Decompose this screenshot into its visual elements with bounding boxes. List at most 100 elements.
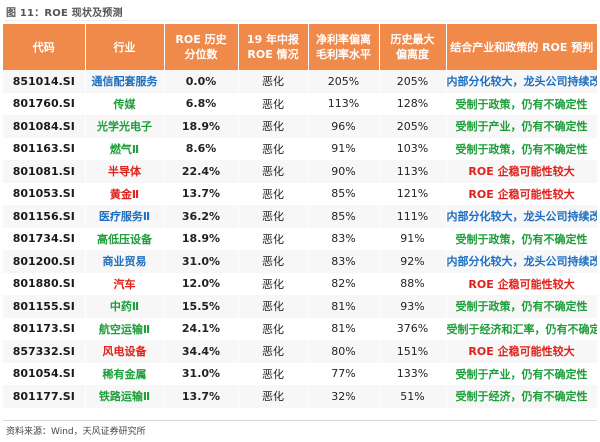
roe-percentile-cell: 8.6% [164,137,239,160]
roe-percentile-cell: 22.4% [164,160,239,183]
h1-roe-cell: 恶化 [238,295,309,318]
code-cell: 801173.SI [3,317,86,340]
header-h1-roe: 19 年中报 ROE 情况 [238,24,309,70]
code-cell: 801200.SI [3,250,86,273]
table-row: 801200.SI 商业贸易 31.0% 恶化 83% 92% 内部分化较大，龙头公司持续改… [3,250,598,273]
max-deviation-cell: 376% [379,317,447,340]
margin-ratio-cell: 77% [308,362,380,385]
roe-percentile-cell: 34.4% [164,340,239,363]
h1-roe-cell: 恶化 [238,250,309,273]
outlook-cell: 受制于政策，仍有不确定性 [446,137,598,160]
max-deviation-cell: 205% [379,115,447,138]
header-roe-percentile: ROE 历史 分位数 [164,24,239,70]
roe-percentile-cell: 24.1% [164,317,239,340]
industry-cell: 铁路运输Ⅱ [85,385,165,408]
table-row: 801734.SI 高低压设备 18.9% 恶化 83% 91% 受制于政策，仍有不确定性 [3,227,598,250]
outlook-cell: 受制于产业，仍有不确定性 [446,362,598,385]
header-h1-roe-line2: ROE 情况 [247,48,299,61]
outlook-cell: ROE 企稳可能性较大 [446,182,598,205]
table-row: 801084.SI 光学光电子 18.9% 恶化 96% 205% 受制于产业，仍有不确定性 [3,115,598,138]
outlook-cell: ROE 企稳可能性较大 [446,340,598,363]
code-cell: 801156.SI [3,205,86,228]
max-deviation-cell: 103% [379,137,447,160]
roe-percentile-cell: 18.9% [164,115,239,138]
h1-roe-cell: 恶化 [238,137,309,160]
industry-cell: 半导体 [85,160,165,183]
margin-ratio-cell: 32% [308,385,380,408]
code-cell: 857332.SI [3,340,86,363]
h1-roe-cell: 恶化 [238,362,309,385]
roe-percentile-cell: 31.0% [164,362,239,385]
figure-title: 图 11：ROE 现状及预测 [6,8,123,19]
table-row: 801156.SI 医疗服务Ⅱ 36.2% 恶化 85% 111% 内部分化较大，龙头公司持… [3,205,598,228]
code-cell: 801734.SI [3,227,86,250]
table-row: 801053.SI 黄金Ⅱ 13.7% 恶化 85% 121% ROE 企稳可能性较大 [3,182,598,205]
outlook-cell: 内部分化较大，龙头公司持续改善 [446,205,598,228]
table-row: 801155.SI 中药Ⅱ 15.5% 恶化 81% 93% 受制于政策，仍有不确定性 [3,295,598,318]
roe-percentile-cell: 18.9% [164,227,239,250]
outlook-cell: ROE 企稳可能性较大 [446,272,598,295]
outlook-cell: 受制于经济，仍有不确定性 [446,385,598,408]
h1-roe-cell: 恶化 [238,205,309,228]
margin-ratio-cell: 96% [308,115,380,138]
header-roe-percentile-line2: 分位数 [184,48,218,61]
max-deviation-cell: 133% [379,362,447,385]
roe-percentile-cell: 13.7% [164,385,239,408]
h1-roe-cell: 恶化 [238,272,309,295]
table-row: 801880.SI 汽车 12.0% 恶化 82% 88% ROE 企稳可能性较大 [3,272,598,295]
header-industry: 行业 [85,24,165,70]
outlook-cell: 内部分化较大，龙头公司持续改善 [446,70,598,93]
industry-cell: 稀有金属 [85,362,165,385]
header-margin-ratio-line1: 净利率偏离 [316,33,371,46]
max-deviation-cell: 88% [379,272,447,295]
code-cell: 801177.SI [3,385,86,408]
max-deviation-cell: 92% [379,250,447,273]
h1-roe-cell: 恶化 [238,385,309,408]
code-cell: 801054.SI [3,362,86,385]
industry-cell: 通信配套服务 [85,70,165,93]
max-deviation-cell: 111% [379,205,447,228]
source-divider [3,420,597,421]
outlook-cell: 受制于政策，仍有不确定性 [446,227,598,250]
code-cell: 801053.SI [3,182,86,205]
title-divider [4,20,596,21]
margin-ratio-cell: 90% [308,160,380,183]
outlook-cell: 受制于政策，仍有不确定性 [446,295,598,318]
margin-ratio-cell: 85% [308,205,380,228]
margin-ratio-cell: 205% [308,70,380,93]
industry-cell: 中药Ⅱ [85,295,165,318]
table-body: 851014.SI 通信配套服务 0.0% 恶化 205% 205% 内部分化较大，龙头公司… [3,70,598,408]
table-row: 801163.SI 燃气Ⅱ 8.6% 恶化 91% 103% 受制于政策，仍有不确定性 [3,137,598,160]
industry-cell: 黄金Ⅱ [85,182,165,205]
industry-cell: 航空运输Ⅱ [85,317,165,340]
roe-percentile-cell: 15.5% [164,295,239,318]
code-cell: 801081.SI [3,160,86,183]
h1-roe-cell: 恶化 [238,160,309,183]
code-cell: 801880.SI [3,272,86,295]
margin-ratio-cell: 113% [308,92,380,115]
h1-roe-cell: 恶化 [238,317,309,340]
roe-percentile-cell: 36.2% [164,205,239,228]
outlook-cell: 受制于产业，仍有不确定性 [446,115,598,138]
h1-roe-cell: 恶化 [238,340,309,363]
industry-cell: 高低压设备 [85,227,165,250]
h1-roe-cell: 恶化 [238,115,309,138]
industry-cell: 医疗服务Ⅱ [85,205,165,228]
max-deviation-cell: 93% [379,295,447,318]
code-cell: 851014.SI [3,70,86,93]
header-margin-ratio-line2: 毛利率水平 [316,48,371,61]
max-deviation-cell: 113% [379,160,447,183]
header-code: 代码 [3,24,86,70]
max-deviation-cell: 205% [379,70,447,93]
industry-cell: 燃气Ⅱ [85,137,165,160]
margin-ratio-cell: 83% [308,250,380,273]
header-max-deviation: 历史最大 偏离度 [379,24,447,70]
industry-cell: 风电设备 [85,340,165,363]
code-cell: 801760.SI [3,92,86,115]
roe-percentile-cell: 0.0% [164,70,239,93]
industry-cell: 传媒 [85,92,165,115]
code-cell: 801155.SI [3,295,86,318]
h1-roe-cell: 恶化 [238,182,309,205]
max-deviation-cell: 51% [379,385,447,408]
header-max-deviation-line2: 偏离度 [396,48,429,61]
